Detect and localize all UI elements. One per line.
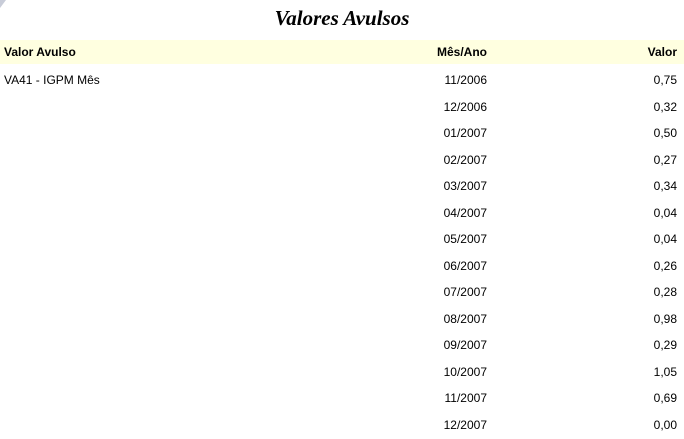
cell-value: 0,98 bbox=[653, 311, 677, 326]
column-header-value: Valor bbox=[647, 45, 677, 59]
table-row: 01/2007 0,50 bbox=[0, 126, 684, 146]
cell-value: 1,05 bbox=[653, 364, 677, 379]
cell-period: 03/2007 bbox=[443, 179, 487, 193]
cell-period: 10/2007 bbox=[443, 364, 487, 379]
cell-value: 0,26 bbox=[653, 258, 677, 273]
corner-decoration bbox=[0, 0, 6, 8]
table-row: 02/2007 0,27 bbox=[0, 153, 684, 173]
cell-value: 0,69 bbox=[653, 391, 677, 405]
cell-period: 11/2007 bbox=[444, 391, 488, 405]
cell-value: 0,29 bbox=[653, 338, 677, 352]
cell-period: 06/2007 bbox=[443, 258, 487, 273]
column-header-name: Valor Avulso bbox=[4, 45, 76, 59]
cell-value: 0,00 bbox=[653, 417, 677, 432]
cell-period: 01/2007 bbox=[443, 126, 487, 140]
table-row: 12/2007 0,00 bbox=[0, 418, 684, 438]
table-row: 06/2007 0,26 bbox=[0, 259, 684, 279]
table-row: 07/2007 0,28 bbox=[0, 285, 684, 305]
column-header-period: Mês/Ano bbox=[436, 45, 487, 59]
table-row: 05/2007 0,04 bbox=[0, 232, 684, 252]
report-title: Valores Avulsos bbox=[274, 6, 410, 30]
cell-period: 12/2006 bbox=[443, 99, 487, 114]
cell-period: 12/2007 bbox=[443, 417, 487, 432]
table-row: 09/2007 0,29 bbox=[0, 338, 684, 358]
table-header: Valor Avulso Mês/Ano Valor bbox=[0, 40, 684, 64]
cell-value: 0,34 bbox=[653, 179, 677, 193]
cell-period: 11/2006 bbox=[444, 73, 488, 87]
cell-value: 0,28 bbox=[653, 285, 677, 299]
table-row: 04/2007 0,04 bbox=[0, 206, 684, 226]
cell-value: 0,04 bbox=[653, 205, 677, 220]
cell-value: 0,27 bbox=[653, 152, 677, 167]
table-row: 08/2007 0,98 bbox=[0, 312, 684, 332]
cell-value: 0,04 bbox=[653, 232, 677, 246]
cell-name: VA41 - IGPM Mês bbox=[4, 73, 100, 87]
cell-period: 05/2007 bbox=[443, 232, 487, 246]
cell-value: 0,50 bbox=[653, 126, 677, 140]
cell-value: 0,32 bbox=[653, 99, 677, 114]
cell-period: 07/2007 bbox=[443, 285, 487, 299]
table-row: 10/2007 1,05 bbox=[0, 365, 684, 385]
cell-period: 08/2007 bbox=[443, 311, 487, 326]
cell-period: 09/2007 bbox=[443, 338, 487, 352]
cell-period: 02/2007 bbox=[443, 152, 487, 167]
table-row: 03/2007 0,34 bbox=[0, 179, 684, 199]
cell-period: 04/2007 bbox=[443, 205, 487, 220]
cell-value: 0,75 bbox=[653, 73, 677, 87]
table-row: 12/2006 0,32 bbox=[0, 100, 684, 120]
table-row: 11/2007 0,69 bbox=[0, 391, 684, 411]
table-row: VA41 - IGPM Mês 11/2006 0,75 bbox=[0, 73, 684, 93]
